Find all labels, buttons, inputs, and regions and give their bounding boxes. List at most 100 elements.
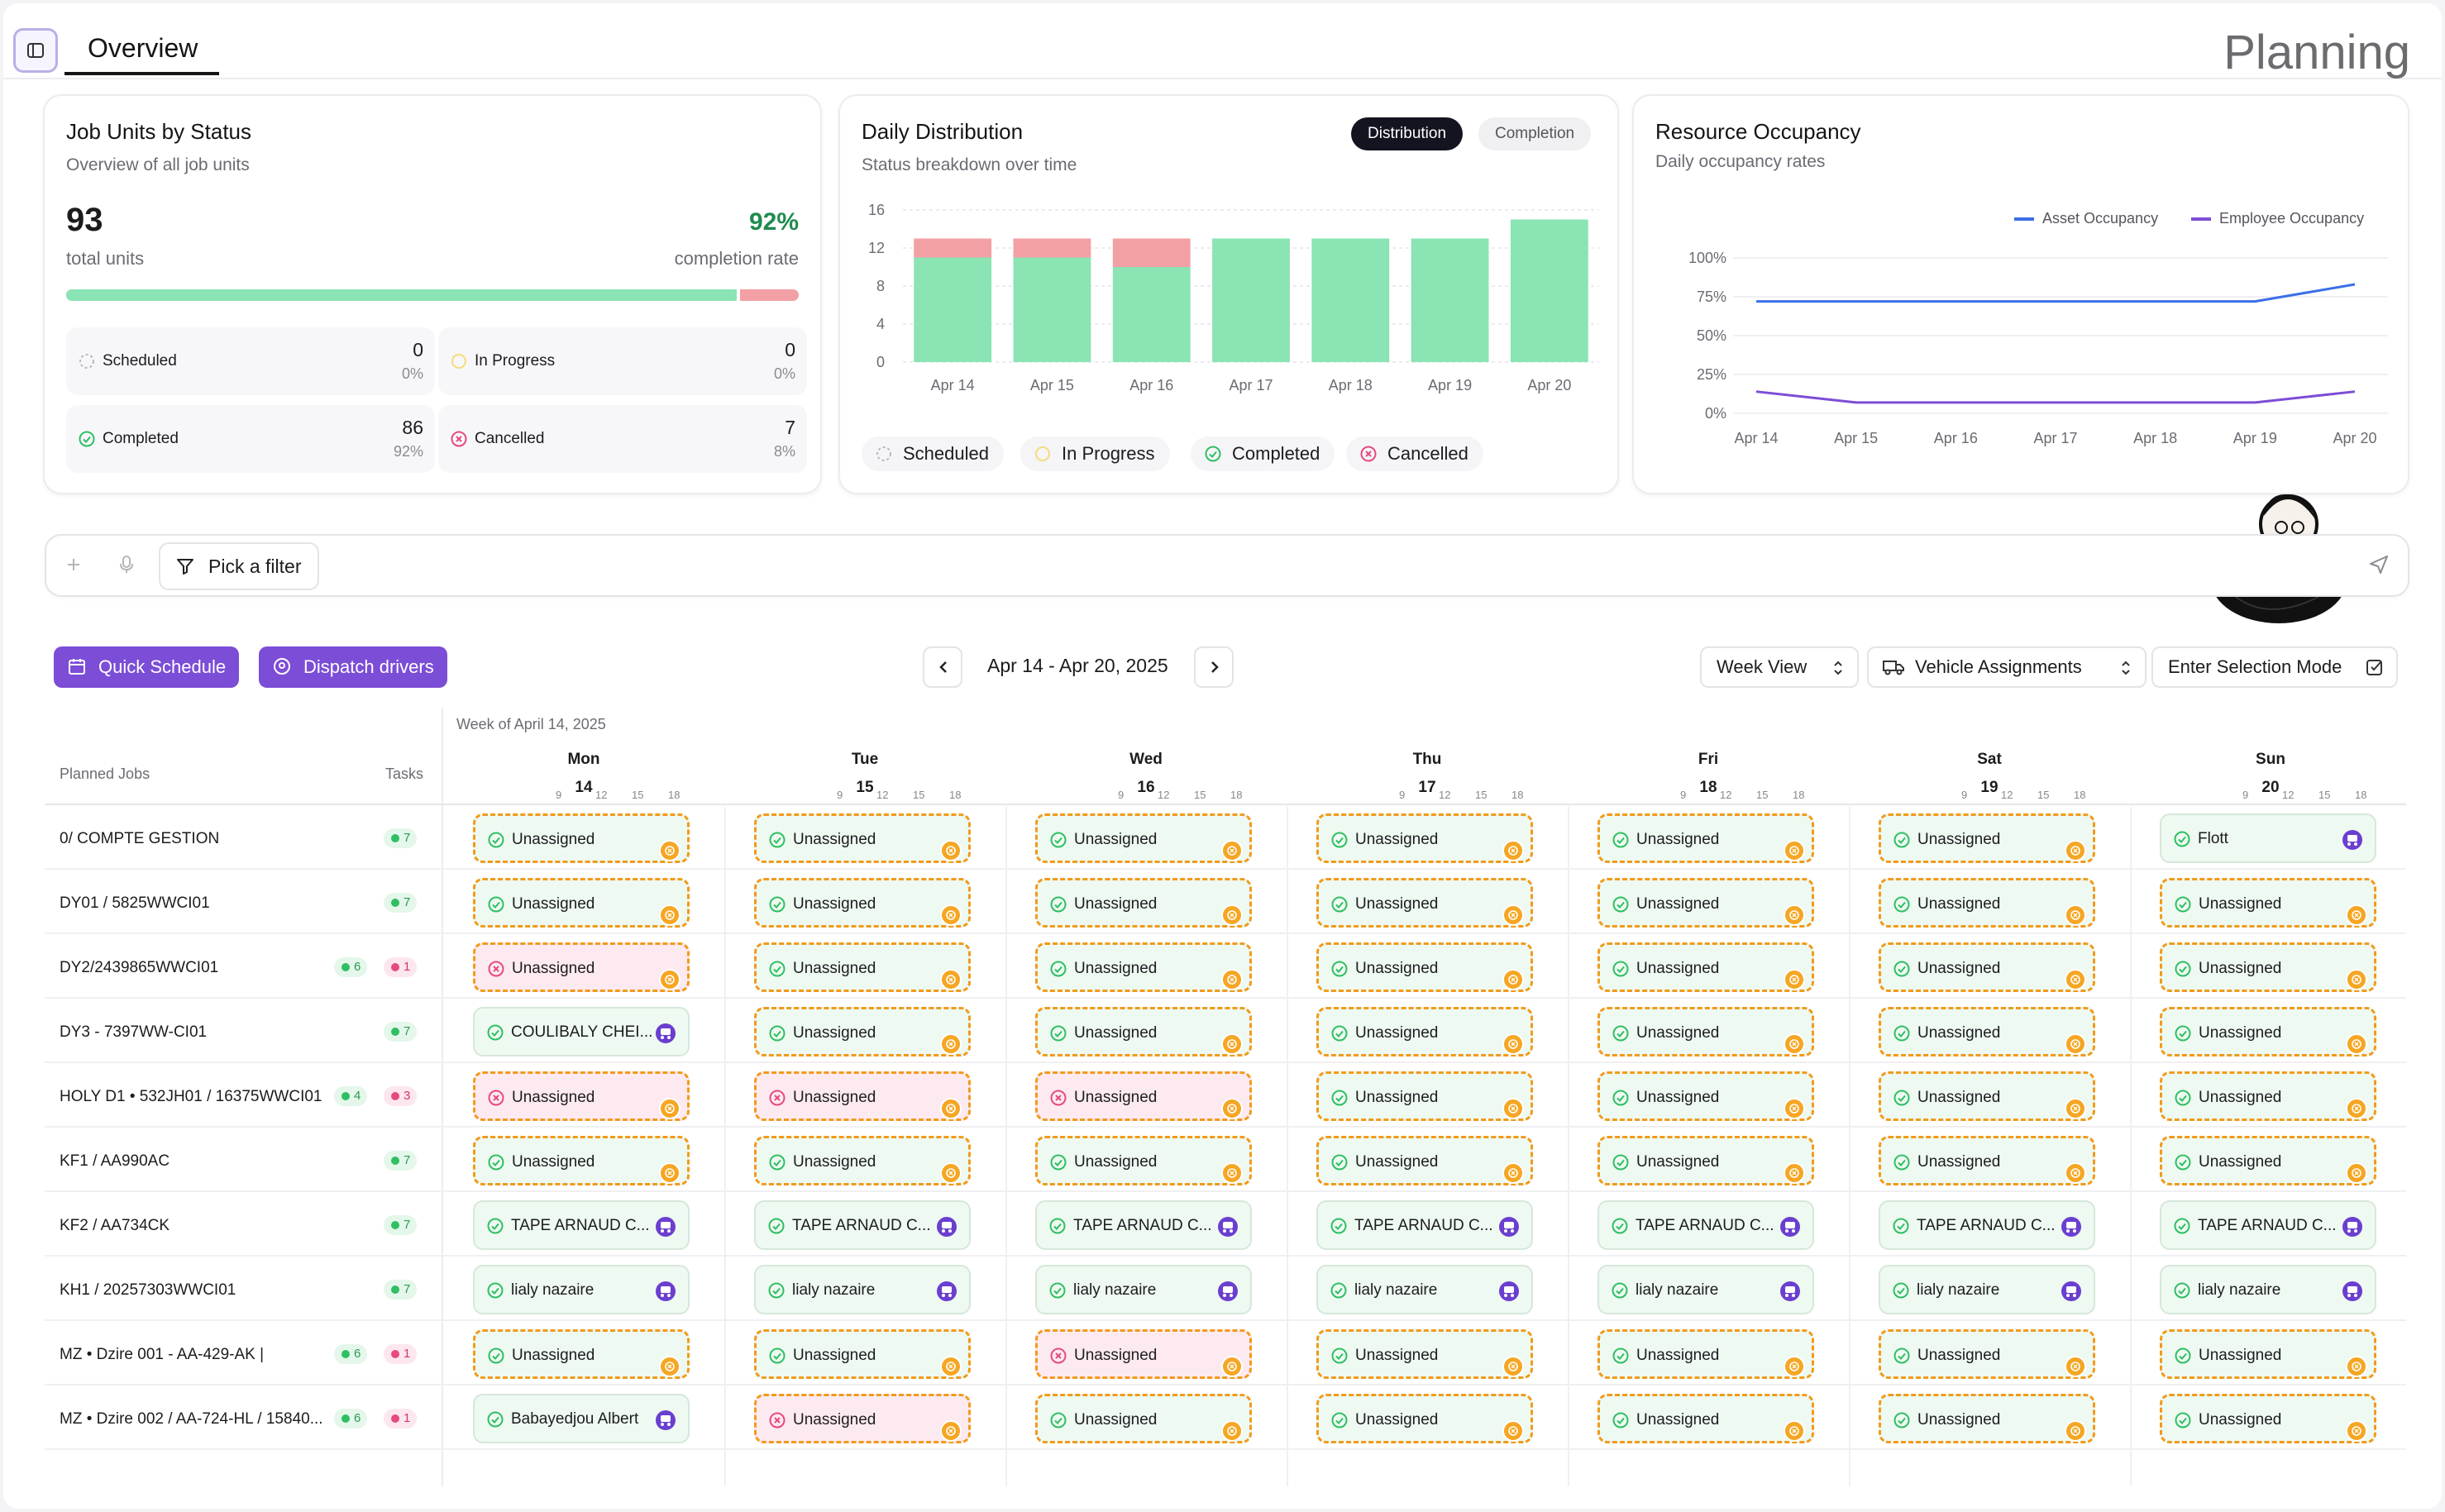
schedule-cell[interactable]: Flott	[2160, 813, 2376, 863]
schedule-cell[interactable]: Unassigned	[2160, 1007, 2376, 1056]
schedule-cell[interactable]: Unassigned	[1035, 1071, 1252, 1121]
schedule-cell[interactable]: Unassigned	[473, 1071, 690, 1121]
check-circle-icon	[1330, 1282, 1347, 1299]
schedule-cell[interactable]: Unassigned	[1035, 1394, 1252, 1443]
day-name: Thu	[1412, 751, 1442, 768]
cell-label: lialy nazaire	[1636, 1281, 1719, 1299]
schedule-cell[interactable]: Unassigned	[1597, 1071, 1814, 1121]
schedule-cell[interactable]: Unassigned	[1597, 1007, 1814, 1056]
task-count-completed: 6	[334, 957, 368, 977]
schedule-cell[interactable]: Unassigned	[473, 813, 690, 863]
schedule-cell[interactable]: Unassigned	[2160, 1136, 2376, 1185]
schedule-cell[interactable]: Unassigned	[754, 1136, 971, 1185]
quick-schedule-button[interactable]: Quick Schedule	[54, 646, 240, 688]
schedule-cell[interactable]: Unassigned	[473, 1329, 690, 1379]
schedule-cell[interactable]: TAPE ARNAUD C...	[1879, 1200, 2095, 1250]
week-view-select[interactable]: Week View	[1700, 646, 1859, 688]
schedule-cell[interactable]: Unassigned	[1597, 1394, 1814, 1443]
enter-selection-mode-button[interactable]: Enter Selection Mode	[2151, 646, 2398, 688]
plus-icon[interactable]	[64, 556, 83, 574]
schedule-cell[interactable]: Unassigned	[754, 1394, 971, 1443]
planned-job-label[interactable]: KF2 / AA734CK	[60, 1217, 170, 1234]
schedule-cell[interactable]: Unassigned	[1035, 1007, 1252, 1056]
schedule-cell[interactable]: Unassigned	[754, 1071, 971, 1121]
planned-job-label[interactable]: 0/ COMPTE GESTION	[60, 830, 220, 847]
microphone-icon[interactable]	[117, 554, 136, 575]
toggle-distribution[interactable]: Distribution	[1351, 117, 1464, 150]
schedule-cell[interactable]: Unassigned	[1879, 942, 2095, 992]
tab-overview[interactable]: Overview	[64, 33, 220, 75]
schedule-cell[interactable]: Unassigned	[2160, 878, 2376, 928]
schedule-cell[interactable]: lialy nazaire	[1316, 1265, 1533, 1314]
planned-job-label[interactable]: DY3 - 7397WW-CI01	[60, 1023, 208, 1041]
schedule-cell[interactable]: Unassigned	[1316, 1007, 1533, 1056]
button-label: Quick Schedule	[98, 656, 227, 677]
schedule-cell[interactable]: Unassigned	[473, 878, 690, 928]
schedule-cell[interactable]: Unassigned	[1597, 813, 1814, 863]
schedule-cell[interactable]: lialy nazaire	[1879, 1265, 2095, 1314]
schedule-cell[interactable]: lialy nazaire	[1597, 1265, 1814, 1314]
schedule-cell[interactable]: lialy nazaire	[1035, 1265, 1252, 1314]
schedule-cell[interactable]: Unassigned	[1035, 1136, 1252, 1185]
schedule-cell[interactable]: Unassigned	[1316, 1329, 1533, 1379]
planned-job-label[interactable]: MZ • Dzire 002 / AA-724-HL / 15840...	[60, 1410, 323, 1428]
planned-job-label[interactable]: MZ • Dzire 001 - AA-429-AK |	[60, 1346, 265, 1363]
schedule-cell[interactable]: TAPE ARNAUD C...	[1316, 1200, 1533, 1250]
schedule-cell[interactable]: Unassigned	[1597, 1329, 1814, 1379]
schedule-cell[interactable]: Unassigned	[1597, 1136, 1814, 1185]
schedule-cell[interactable]: Unassigned	[754, 813, 971, 863]
schedule-cell[interactable]: Unassigned	[1316, 942, 1533, 992]
schedule-cell[interactable]: TAPE ARNAUD C...	[473, 1200, 690, 1250]
schedule-cell[interactable]: Unassigned	[1035, 1329, 1252, 1379]
schedule-cell[interactable]: Unassigned	[754, 942, 971, 992]
schedule-cell[interactable]: Unassigned	[1597, 878, 1814, 928]
schedule-cell[interactable]: Unassigned	[1879, 813, 2095, 863]
schedule-cell[interactable]: TAPE ARNAUD C...	[754, 1200, 971, 1250]
schedule-cell[interactable]: Unassigned	[2160, 942, 2376, 992]
prev-week-button[interactable]	[923, 646, 962, 688]
schedule-cell[interactable]: Unassigned	[1879, 1071, 2095, 1121]
schedule-cell[interactable]: Unassigned	[473, 942, 690, 992]
schedule-cell[interactable]: Unassigned	[1879, 1007, 2095, 1056]
schedule-cell[interactable]: TAPE ARNAUD C...	[1035, 1200, 1252, 1250]
schedule-cell[interactable]: Babayedjou Albert	[473, 1394, 690, 1443]
next-week-button[interactable]	[1194, 646, 1234, 688]
dispatch-drivers-button[interactable]: Dispatch drivers	[259, 646, 447, 688]
schedule-cell[interactable]: Unassigned	[2160, 1329, 2376, 1379]
schedule-cell[interactable]: Unassigned	[754, 1329, 971, 1379]
planned-job-label[interactable]: KF1 / AA990AC	[60, 1152, 170, 1170]
schedule-cell[interactable]: TAPE ARNAUD C...	[2160, 1200, 2376, 1250]
schedule-cell[interactable]: Unassigned	[1035, 813, 1252, 863]
send-icon[interactable]	[2368, 554, 2390, 575]
schedule-cell[interactable]: lialy nazaire	[754, 1265, 971, 1314]
schedule-cell[interactable]: Unassigned	[473, 1136, 690, 1185]
schedule-cell[interactable]: Unassigned	[1316, 1394, 1533, 1443]
schedule-cell[interactable]: TAPE ARNAUD C...	[1597, 1200, 1814, 1250]
planned-job-label[interactable]: DY01 / 5825WWCI01	[60, 894, 210, 912]
sidebar-toggle-button[interactable]	[13, 28, 58, 73]
schedule-cell[interactable]: Unassigned	[2160, 1394, 2376, 1443]
schedule-cell[interactable]: lialy nazaire	[2160, 1265, 2376, 1314]
schedule-cell[interactable]: Unassigned	[1316, 878, 1533, 928]
pick-filter-button[interactable]: Pick a filter	[159, 542, 320, 590]
schedule-cell[interactable]: Unassigned	[1879, 1329, 2095, 1379]
schedule-cell[interactable]: Unassigned	[754, 878, 971, 928]
schedule-cell[interactable]: COULIBALY CHEI...	[473, 1007, 690, 1056]
planned-job-label[interactable]: KH1 / 20257303WWCI01	[60, 1281, 236, 1299]
schedule-cell[interactable]: Unassigned	[754, 1007, 971, 1056]
schedule-cell[interactable]: Unassigned	[1597, 942, 1814, 992]
schedule-cell[interactable]: lialy nazaire	[473, 1265, 690, 1314]
schedule-cell[interactable]: Unassigned	[1316, 1136, 1533, 1185]
schedule-cell[interactable]: Unassigned	[1035, 878, 1252, 928]
toggle-completion[interactable]: Completion	[1478, 117, 1592, 150]
schedule-cell[interactable]: Unassigned	[2160, 1071, 2376, 1121]
schedule-cell[interactable]: Unassigned	[1879, 1136, 2095, 1185]
schedule-cell[interactable]: Unassigned	[1316, 1071, 1533, 1121]
schedule-cell[interactable]: Unassigned	[1879, 1394, 2095, 1443]
schedule-cell[interactable]: Unassigned	[1316, 813, 1533, 863]
vehicle-assignments-select[interactable]: Vehicle Assignments	[1867, 646, 2147, 688]
schedule-cell[interactable]: Unassigned	[1879, 878, 2095, 928]
planned-job-label[interactable]: DY2/2439865WWCI01	[60, 959, 219, 976]
planned-job-label[interactable]: HOLY D1 • 532JH01 / 16375WWCI01	[60, 1088, 322, 1105]
schedule-cell[interactable]: Unassigned	[1035, 942, 1252, 992]
